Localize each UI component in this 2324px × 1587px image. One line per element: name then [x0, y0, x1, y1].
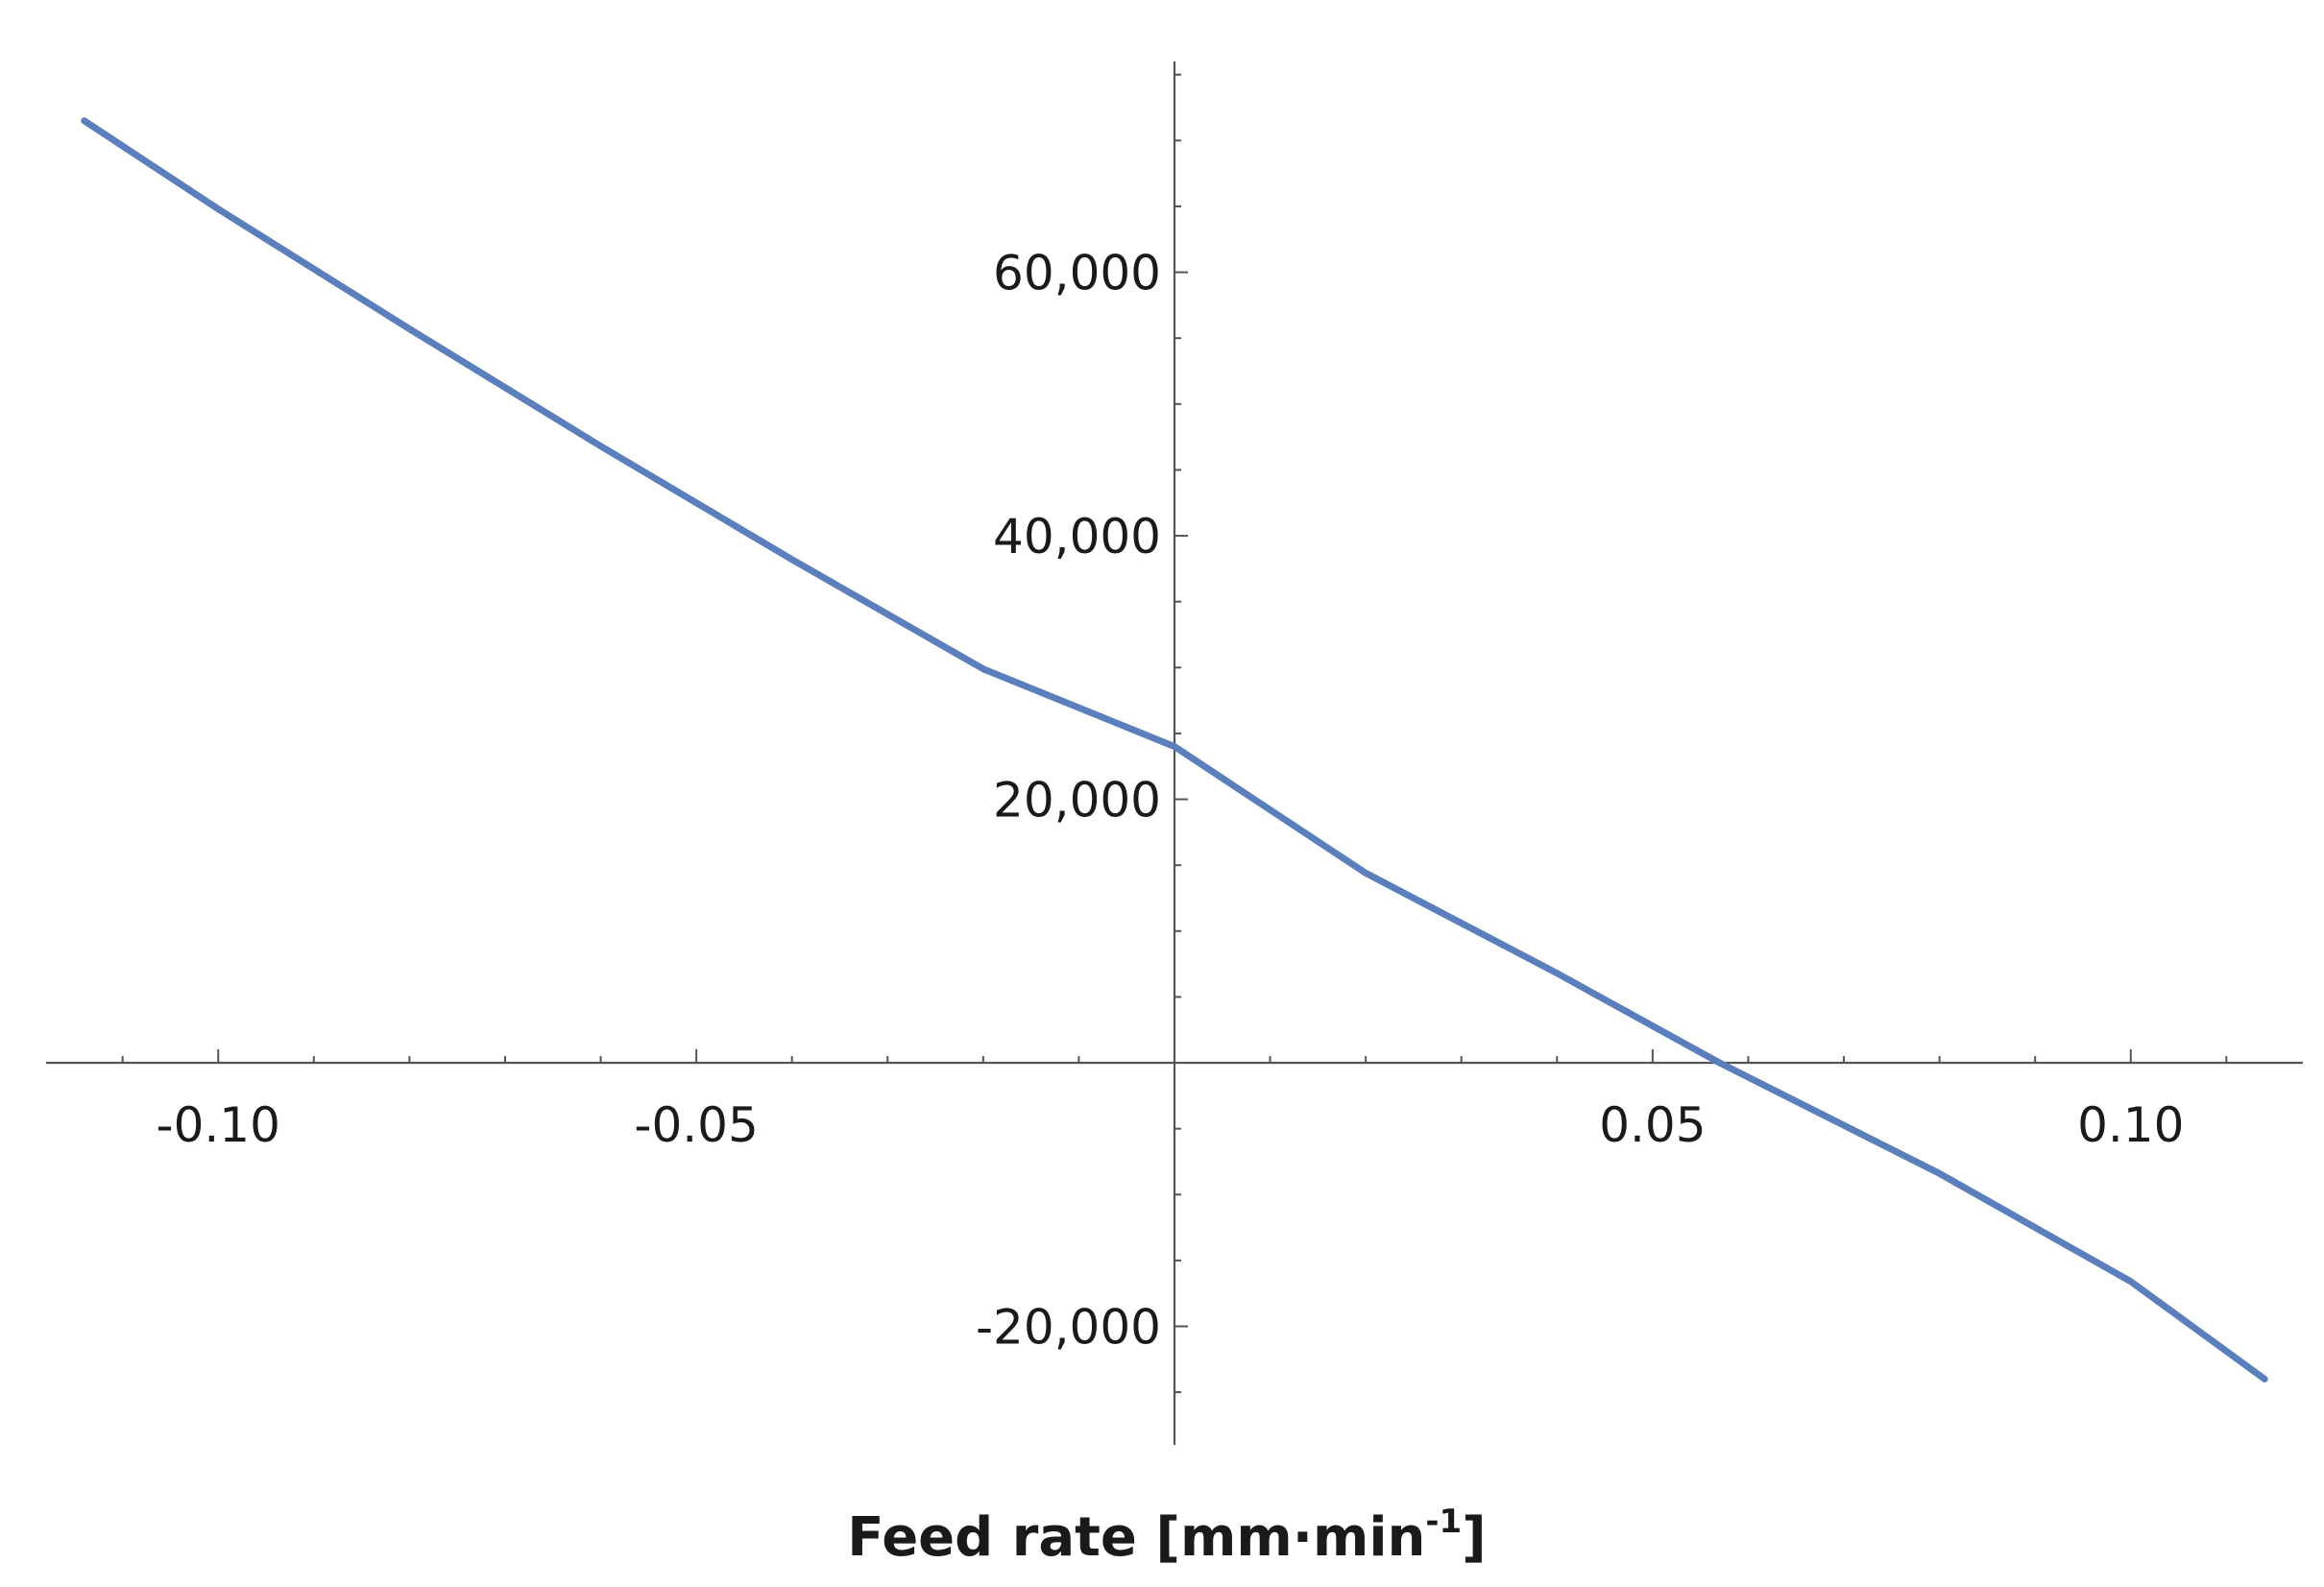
axes — [46, 61, 2303, 1445]
x-tick-label: -0.10 — [157, 1097, 280, 1153]
series-layer — [81, 117, 2268, 1383]
x-axis-title-main: Feed rate [mm·min — [847, 1506, 1425, 1569]
x-axis-title: Feed rate [mm·min-1] — [847, 1503, 1487, 1569]
y-tick-label: 60,000 — [993, 246, 1161, 301]
x-axis-title-superscript: -1 — [1425, 1503, 1462, 1541]
y-tick-label: 40,000 — [993, 509, 1161, 565]
tick-labels: -0.10 -0.05 0.05 0.10 -20,000 20,000 40,000 60,… — [157, 246, 2185, 1356]
x-tick-label: -0.05 — [634, 1097, 758, 1153]
series-line-curve — [81, 117, 2268, 1383]
y-tick-label: 20,000 — [993, 773, 1161, 829]
x-tick-label: 0.05 — [1599, 1097, 1706, 1153]
x-tick-label: 0.10 — [2077, 1097, 2184, 1153]
y-tick-label: -20,000 — [976, 1299, 1161, 1355]
x-axis-title-suffix: ] — [1462, 1506, 1487, 1569]
ticks — [121, 73, 2228, 1394]
